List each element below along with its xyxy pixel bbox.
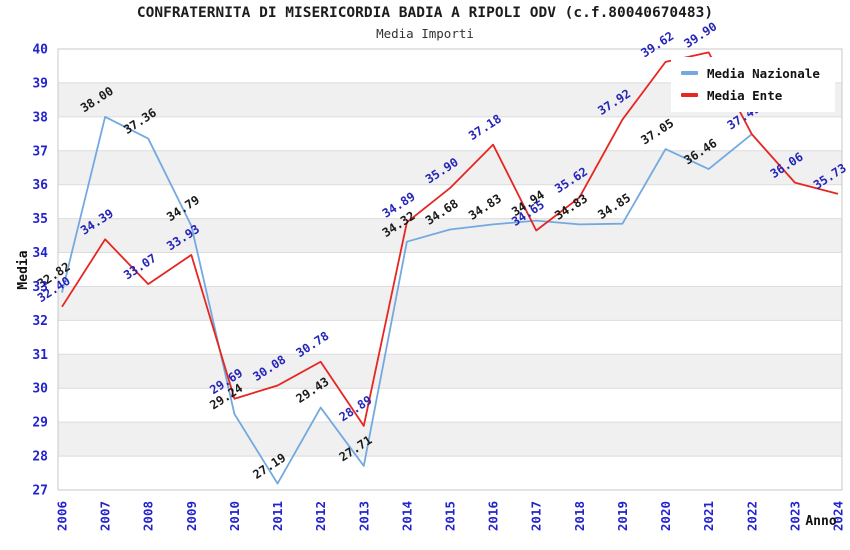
plot-bands	[58, 82, 842, 457]
y-tick-label: 40	[32, 43, 48, 58]
y-axis-ticks: 27 28 29 30 31 32 33 34 35 36 37 38 39 40	[32, 43, 48, 499]
data-label: 28.89	[337, 393, 375, 424]
legend-swatch-blue-line-icon	[681, 71, 698, 75]
x-tick-label: 2006	[55, 501, 70, 531]
chart-title: CONFRATERNITA DI MISERICORDIA BADIA A RI…	[136, 5, 714, 21]
series-line-media-ente	[61, 51, 839, 427]
x-axis-ticks: 2006 2007 2008 2009 2010 2011 2012 2013 2014 2015…	[55, 501, 846, 531]
x-tick-label: 2021	[701, 501, 716, 531]
plot-band	[58, 354, 842, 389]
x-tick-label: 2015	[443, 501, 458, 531]
x-tick-label: 2020	[658, 501, 673, 531]
plot-border	[57, 48, 843, 491]
y-tick-label: 32	[32, 314, 48, 329]
x-tick-label: 2008	[141, 501, 156, 531]
legend-label: Media Nazionale	[707, 65, 820, 81]
y-tick-label: 35	[32, 212, 48, 227]
legend: Media Nazionale Media Ente	[671, 57, 835, 112]
y-tick-label: 37	[32, 144, 48, 159]
x-tick-label: 2007	[98, 501, 113, 531]
y-tick-label: 34	[32, 246, 48, 261]
legend-item-media-ente: Media Ente	[677, 84, 829, 106]
y-tick-label: 31	[32, 348, 48, 363]
y-tick-label: 28	[32, 450, 48, 465]
y-tick-label: 33	[32, 280, 48, 295]
data-label: 33.07	[121, 251, 159, 282]
data-label: 34.83	[552, 191, 590, 222]
legend-label: Media Ente	[707, 87, 783, 103]
x-tick-label: 2017	[529, 501, 544, 531]
chart-subtitle: Media Importi	[376, 26, 474, 41]
x-tick-label: 2011	[270, 501, 285, 531]
y-tick-label: 38	[32, 110, 48, 125]
data-label: 34.83	[466, 191, 504, 222]
plot-band	[58, 422, 842, 457]
y-tick-label: 29	[32, 416, 48, 431]
plot-band	[58, 286, 842, 321]
x-axis-title: Anno	[805, 514, 836, 529]
y-tick-label: 30	[32, 382, 48, 397]
y-tick-label: 27	[32, 484, 48, 499]
x-tick-label: 2024	[831, 501, 846, 531]
plot-border-group	[57, 48, 843, 491]
x-tick-label: 2019	[615, 501, 630, 531]
series-line-media-nazionale	[61, 115, 753, 485]
x-tick-label: 2018	[572, 501, 587, 531]
x-tick-label: 2012	[313, 501, 328, 531]
x-tick-label: 2010	[227, 501, 242, 531]
x-tick-label: 2016	[486, 501, 501, 531]
plot-band	[58, 218, 842, 253]
data-label: 37.05	[638, 116, 676, 147]
data-label: 39.62	[638, 29, 676, 60]
x-tick-label: 2023	[787, 501, 802, 531]
x-tick-label: 2009	[184, 501, 199, 531]
data-label: 39.90	[682, 19, 720, 50]
data-label: 34.85	[595, 191, 633, 222]
y-axis-title: Media	[16, 250, 31, 289]
legend-item-media-nazionale: Media Nazionale	[677, 62, 829, 84]
y-tick-label: 39	[32, 76, 48, 91]
legend-swatch-red-line-icon	[681, 93, 698, 97]
series-lines	[61, 51, 839, 485]
y-tick-label: 36	[32, 178, 48, 193]
x-tick-label: 2022	[744, 501, 759, 531]
x-tick-label: 2014	[399, 501, 414, 531]
x-tick-label: 2013	[356, 501, 371, 531]
